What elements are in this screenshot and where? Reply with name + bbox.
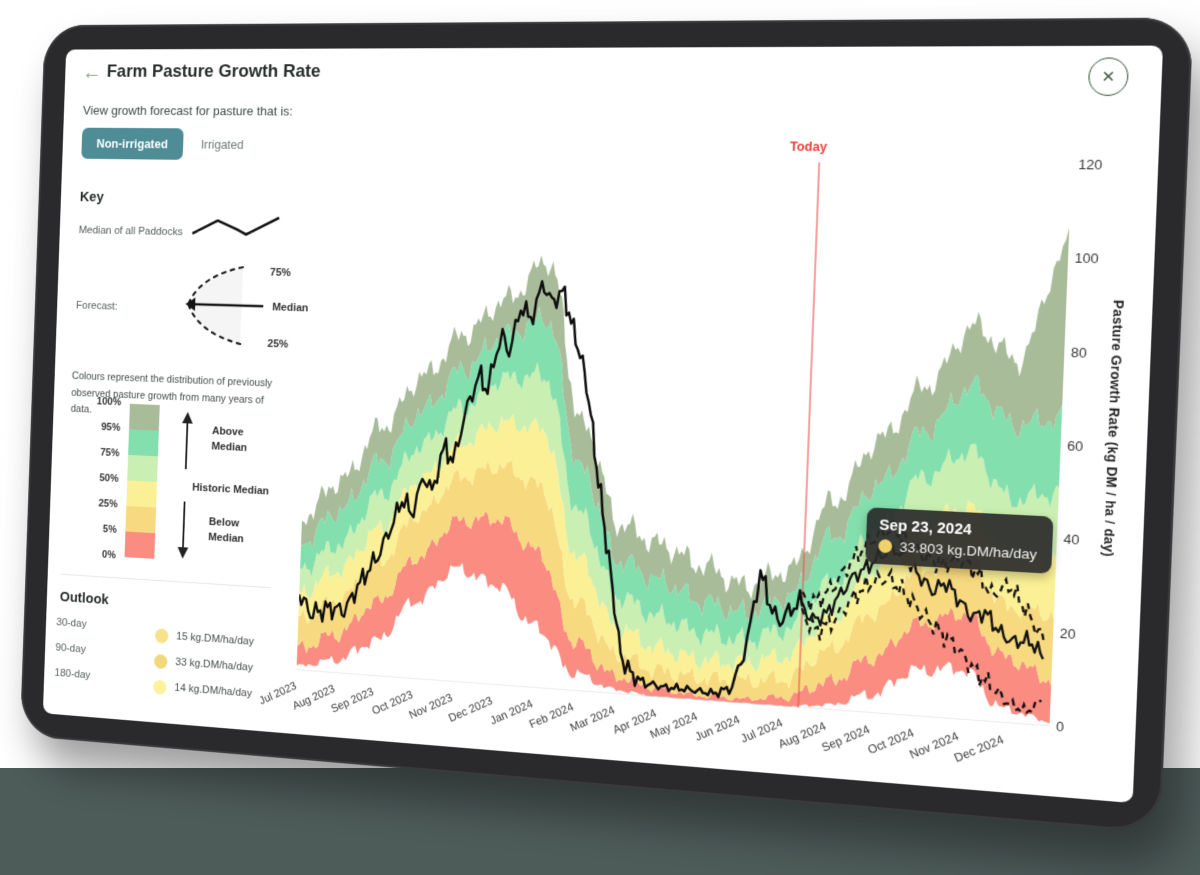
y-axis-tick: 120: [1078, 156, 1103, 173]
app-screen: ← Farm Pasture Growth Rate ✕ View growth…: [42, 45, 1164, 804]
x-axis-label: Dec 2024: [952, 733, 1006, 766]
x-axis-label: Jun 2024: [693, 713, 743, 744]
x-axis-label: Jan 2024: [488, 698, 535, 728]
y-axis-tick: 100: [1074, 250, 1099, 267]
chart-tooltip: Sep 23, 2024 33.803 kg.DM/ha/day: [865, 507, 1054, 574]
tablet-device: ← Farm Pasture Growth Rate ✕ View growth…: [19, 17, 1194, 834]
y-axis-tick: 60: [1066, 437, 1084, 455]
band-p50-p75: [297, 354, 1064, 695]
band-p95-p100: [299, 214, 1070, 642]
growth-chart[interactable]: Today Pasture Growth Rate (kg DM / ha / …: [43, 46, 1163, 804]
y-axis-tick: 20: [1059, 624, 1076, 642]
x-axis-label: Dec 2023: [446, 695, 495, 725]
tooltip-value: 33.803 kg.DM/ha/day: [899, 539, 1038, 563]
y-axis-tick: 40: [1063, 531, 1080, 549]
y-axis-title: Pasture Growth Rate (kg DM / ha / day): [1100, 299, 1127, 558]
x-axis-label: Nov 2023: [407, 692, 455, 722]
growth-chart-svg[interactable]: [296, 157, 1072, 727]
band-p0-p5: [296, 501, 1057, 727]
y-axis-tick: 0: [1055, 718, 1065, 735]
x-axis-label: Nov 2024: [907, 730, 961, 762]
x-axis-label: Mar 2024: [568, 704, 617, 735]
y-axis-tick: 80: [1070, 344, 1088, 361]
x-axis-label: Sep 2024: [820, 723, 873, 755]
x-axis-label: Feb 2024: [527, 701, 576, 732]
band-p75-p95: [298, 299, 1066, 672]
tooltip-dot-icon: [878, 539, 893, 554]
today-label: Today: [789, 139, 828, 155]
forecast-fan-icon: [183, 259, 269, 351]
x-axis-label: Sep 2023: [329, 686, 376, 716]
x-axis-label: Aug 2023: [291, 683, 337, 713]
